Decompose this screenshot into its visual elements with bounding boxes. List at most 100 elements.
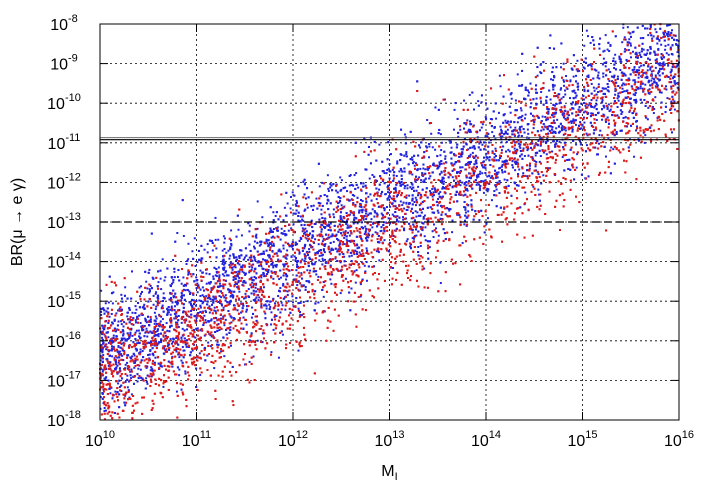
data-point [378,143,381,146]
data-point [299,236,302,239]
data-point [291,191,294,194]
data-point [247,222,250,225]
data-point [613,100,616,103]
data-point [441,187,444,190]
data-point [180,299,183,302]
data-point [324,217,327,220]
data-point [153,327,156,330]
data-point [571,112,574,115]
data-point [664,44,667,47]
data-point [100,310,103,313]
data-point [417,214,420,217]
data-point [385,206,388,209]
data-point [513,181,516,184]
data-point [270,270,273,273]
data-point [518,145,521,148]
data-point [582,127,585,130]
data-point [562,62,565,65]
data-point [561,156,564,159]
data-point [596,153,599,156]
data-point [286,254,289,257]
data-point [121,300,124,303]
data-point [244,272,247,275]
data-point [171,276,174,279]
data-point [176,303,179,306]
data-point [654,66,657,69]
data-point [487,132,490,135]
data-point [634,46,637,49]
data-point [451,219,454,222]
data-point [130,327,133,330]
data-point [175,337,178,340]
data-point [332,248,335,251]
data-point [385,221,388,224]
data-point [180,321,183,324]
data-point [269,242,272,245]
data-point [477,100,480,103]
data-point [250,256,253,259]
data-point [378,259,381,262]
data-point [134,338,137,341]
data-point [608,122,611,125]
data-point [550,113,553,116]
data-point [667,24,670,27]
data-point [339,232,342,235]
data-point [469,130,472,133]
data-point [122,359,125,362]
data-point [496,176,499,179]
data-point [282,247,285,250]
data-point [378,183,381,186]
data-point [205,282,208,285]
data-point [577,88,580,91]
data-point [184,372,187,375]
data-point [588,63,591,66]
data-point [284,263,287,266]
data-point [380,212,383,215]
data-point [531,156,534,159]
data-point [571,120,574,123]
data-point [631,31,634,34]
data-point [195,386,198,389]
data-point [604,34,607,37]
data-point [393,187,396,190]
data-point [327,189,330,192]
data-point [632,79,635,82]
data-point [108,361,111,364]
data-point [646,52,649,55]
data-point [529,106,532,109]
data-point [123,401,126,404]
data-point [311,226,314,229]
data-point [665,88,668,91]
data-point [461,151,464,154]
data-point [664,105,667,108]
data-point [138,332,141,335]
data-point [611,114,614,117]
data-point [575,166,578,169]
data-point [537,139,540,142]
data-point [339,216,342,219]
data-point [359,283,362,286]
data-point [131,311,134,314]
data-point [413,154,416,157]
data-point [517,142,520,145]
data-point [192,299,195,302]
data-point [230,244,233,247]
data-point [311,234,314,237]
data-point [267,254,270,257]
data-point [396,194,399,197]
data-point [619,58,622,61]
data-point [121,329,124,332]
data-point [110,292,113,295]
data-point [105,348,108,351]
data-point [190,309,193,312]
data-point [269,206,272,209]
data-point [658,78,661,81]
data-point [285,191,288,194]
data-point [135,349,138,352]
data-point [224,299,227,302]
data-point [364,230,367,233]
data-point [296,280,299,283]
data-point [515,160,518,163]
data-point [519,155,522,158]
data-point [417,154,420,157]
